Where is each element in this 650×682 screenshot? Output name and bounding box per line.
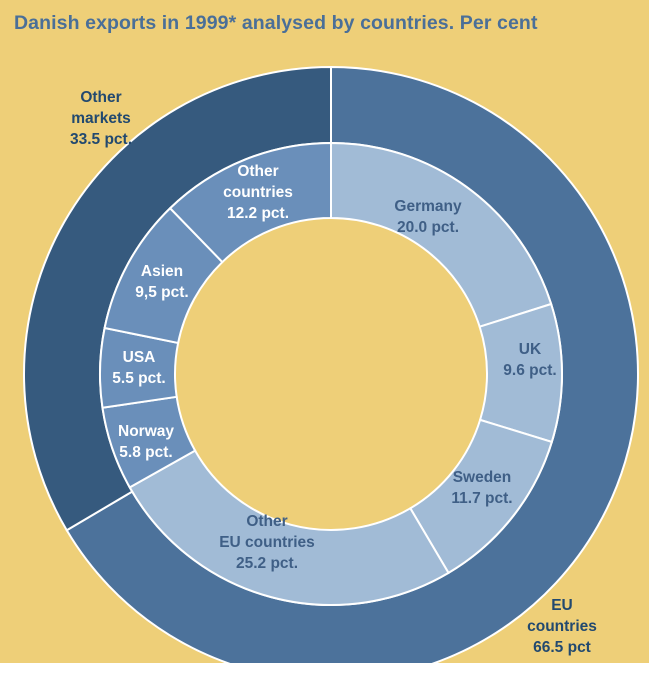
inner-label-usa: USA 5.5 pct.: [112, 349, 165, 387]
chart-title: Danish exports in 1999* analysed by coun…: [14, 12, 538, 34]
chart-panel: Danish exports in 1999* analysed by coun…: [0, 0, 649, 663]
inner-label-norway: Norway 5.8 pct.: [118, 423, 174, 461]
inner-label-uk: UK 9.6 pct.: [503, 341, 556, 379]
inner-label-other-eu-countries: Other EU countries 25.2 pct.: [219, 513, 315, 572]
inner-slice-other-countries: [168, 141, 332, 264]
inner-label-asien: Asien 9,5 pct.: [135, 263, 188, 301]
inner-label-germany: Germany 20.0 pct.: [394, 198, 462, 236]
inner-ring: [99, 141, 563, 606]
nested-donut-chart: EU countries 66.5 pct Other markets 33.5 pct.…: [23, 65, 639, 663]
inner-label-sweden: Sweden 11.7 pct.: [451, 469, 512, 507]
inner-slice-germany: [330, 141, 553, 328]
outer-label-other-markets: Other markets 33.5 pct.: [70, 89, 132, 148]
inner-label-other-countries: Other countries 12.2 pct.: [223, 163, 293, 222]
chart-labels: EU countries 66.5 pct Other markets 33.5 pct.…: [70, 89, 597, 656]
outer-label-eu-countries: EU countries 66.5 pct: [527, 597, 597, 656]
inner-slice-other-eu-countries: [128, 449, 450, 606]
